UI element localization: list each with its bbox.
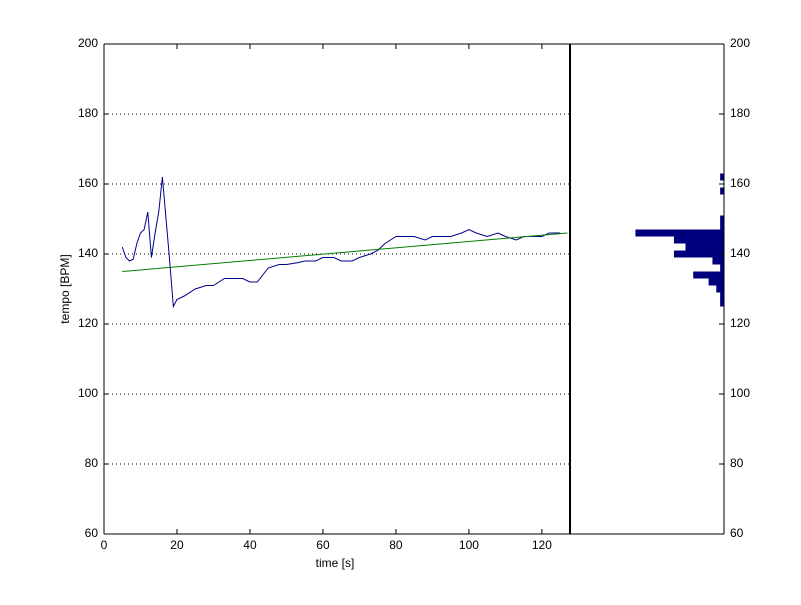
x-tick-label: 0 (101, 538, 108, 552)
y-tick-label: 180 (730, 106, 750, 120)
y-tick-label: 200 (78, 36, 98, 50)
y-tick-label: 60 (730, 526, 744, 540)
histogram-bar (720, 222, 724, 230)
histogram-bar (685, 243, 724, 251)
y-tick-label: 100 (730, 386, 750, 400)
histogram-bar (720, 292, 724, 300)
y-tick-label: 80 (85, 456, 99, 470)
histogram-bar (673, 236, 724, 244)
histogram-bar (716, 285, 724, 293)
y-tick-label: 120 (78, 316, 98, 330)
x-axis-label: time [s] (316, 556, 355, 570)
x-tick-label: 120 (532, 538, 552, 552)
histogram-bar (673, 250, 724, 258)
x-tick-label: 20 (170, 538, 184, 552)
y-tick-label: 140 (730, 246, 750, 260)
x-tick-label: 80 (389, 538, 403, 552)
y-tick-label: 160 (78, 176, 98, 190)
y-tick-label: 100 (78, 386, 98, 400)
y-tick-label: 160 (730, 176, 750, 190)
y-tick-label: 120 (730, 316, 750, 330)
y-tick-label: 180 (78, 106, 98, 120)
series-line (122, 232, 568, 272)
x-tick-label: 60 (316, 538, 330, 552)
histogram-bar (720, 299, 724, 307)
histogram-bar (693, 271, 724, 279)
x-tick-label: 100 (459, 538, 479, 552)
histogram-bar (720, 173, 724, 181)
y-tick-label: 200 (730, 36, 750, 50)
histogram-bar (720, 264, 724, 272)
histogram-bar (635, 229, 724, 237)
y-tick-label: 80 (730, 456, 744, 470)
histogram-bar (708, 278, 724, 286)
histogram-bar (712, 257, 724, 265)
y-axis-label: tempo [BPM] (58, 254, 72, 323)
y-tick-label: 60 (85, 526, 99, 540)
series-line (121, 176, 561, 309)
x-tick-label: 40 (243, 538, 257, 552)
histogram-bar (720, 215, 724, 223)
histogram-bar (720, 187, 724, 195)
y-tick-label: 140 (78, 246, 98, 260)
